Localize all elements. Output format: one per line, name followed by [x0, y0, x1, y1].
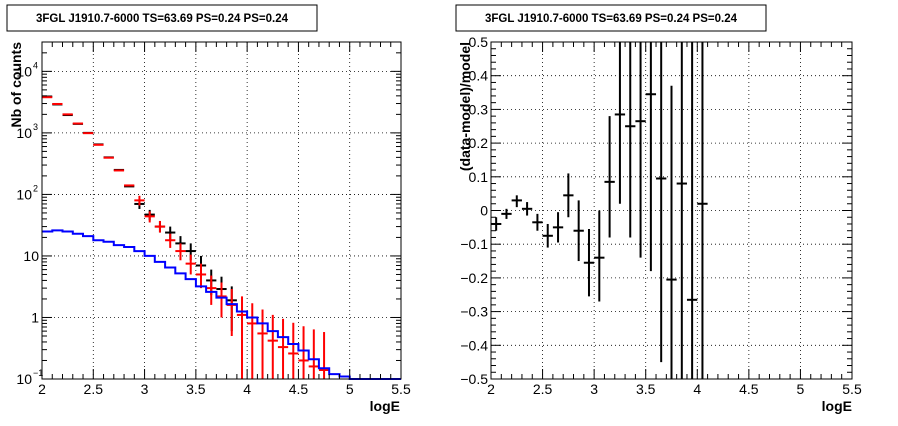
residuals-x-tick-label: 4.5: [739, 381, 759, 397]
counts-x-tick-label: 5: [346, 381, 354, 397]
counts-grid: [42, 42, 401, 379]
residuals-x-tick-label: 3: [590, 381, 598, 397]
residuals-residuals-point: [686, 42, 698, 379]
counts-y-tick-label: 10: [16, 186, 32, 202]
counts-y-tick-label: 10: [16, 125, 32, 141]
counts-x-tick-label: 2.5: [84, 381, 104, 397]
residuals-residuals-point: [676, 42, 687, 379]
counts-model-point: [165, 233, 176, 248]
counts-y-axis-label: Nb of counts: [8, 42, 24, 128]
residuals-x-tick-label: 2.5: [533, 381, 553, 397]
counts-series: [42, 95, 401, 380]
residuals-residuals-point: [573, 200, 584, 262]
residuals-series: [491, 42, 708, 379]
counts-x-tick-label: 2: [38, 381, 46, 397]
residuals-residuals-point: [604, 116, 615, 238]
counts-model-point: [144, 211, 155, 223]
residuals-title-box: [455, 4, 767, 32]
counts-model-point: [206, 275, 217, 305]
residuals-y-tick-label: 0.3: [469, 101, 489, 117]
counts-x-tick-label: 3: [141, 381, 149, 397]
counts-y-tick-label: 1: [31, 309, 39, 325]
counts-y-tick-exponent: 4: [33, 60, 38, 70]
residuals-residuals-point: [583, 229, 595, 297]
residuals-y-tick-label: 0.1: [469, 169, 489, 185]
counts-title: 3FGL J1910.7-6000 TS=63.69 PS=0.24 PS=0.…: [36, 13, 289, 25]
counts-source-step-line: [42, 229, 401, 380]
residuals-residuals-point: [635, 42, 646, 258]
residuals-y-tick-label: −0.5: [460, 371, 488, 387]
residuals-residuals-point: [697, 42, 708, 379]
counts-model-point: [318, 332, 330, 379]
residuals-residuals-point: [645, 42, 657, 272]
counts-model-point: [247, 303, 258, 379]
residuals-x-tick-label: 3.5: [636, 381, 656, 397]
residuals-residuals-point: [594, 210, 605, 302]
residuals-y-tick-label: 0.2: [469, 135, 489, 151]
residuals-residuals-point: [666, 85, 677, 379]
residuals-y-tick-label: −0.2: [460, 270, 488, 286]
residuals-residuals-point: [542, 223, 553, 248]
residuals-title: 3FGL J1910.7-6000 TS=63.69 PS=0.24 PS=0.…: [485, 13, 738, 25]
counts-x-axis-label: logE: [370, 398, 400, 414]
counts-x-tick-label: 3.5: [186, 381, 206, 397]
residuals-y-tick-label: 0.5: [469, 34, 489, 50]
counts-x-tick-label: 4: [243, 381, 251, 397]
residuals-residuals-point: [656, 42, 667, 363]
residuals-residuals-point: [521, 202, 533, 216]
counts-model-point: [236, 296, 248, 379]
residuals-y-tick-label: 0.4: [469, 68, 489, 84]
counts-plot-frame: [41, 41, 402, 380]
residuals-residuals-point: [614, 42, 626, 204]
counts-y-tick-label: 10: [23, 248, 39, 264]
residuals-residuals-point: [501, 208, 512, 219]
residuals-x-tick-label: 4: [693, 381, 701, 397]
counts-y-tick-exponent: −1: [33, 368, 43, 378]
counts-model-point: [216, 282, 227, 318]
counts-y-tick-exponent: 2: [33, 183, 38, 193]
counts-model-point: [195, 263, 207, 289]
counts-model-point: [288, 322, 299, 379]
counts-x-tick-label: 4.5: [289, 381, 309, 397]
counts-y-tick-label: 10: [16, 371, 32, 387]
counts-y-tick-label: 10: [16, 63, 32, 79]
residuals-residuals-point: [511, 195, 522, 208]
counts-model-point: [257, 309, 268, 379]
residuals-residuals-point: [552, 212, 564, 243]
counts-model-point: [175, 243, 186, 261]
residuals-residuals-point: [532, 213, 543, 231]
residuals-panel: 3FGL J1910.7-6000 TS=63.69 PS=0.24 PS=0.…: [455, 4, 862, 414]
residuals-y-axis-label: (data-model)/model: [457, 42, 473, 171]
counts-title-box: [6, 4, 318, 32]
counts-model-point: [134, 195, 145, 206]
counts-y-tick-exponent: 3: [33, 122, 38, 132]
counts-model-point: [298, 326, 309, 379]
residuals-axes: 2 2.5 3 3.5 4 4.5 5 5.5 −0.5 −0.4 −0.3 −0.2 −0.1 0 0.1…: [460, 34, 862, 397]
residuals-residuals-point: [563, 173, 574, 218]
counts-model-point: [277, 318, 289, 379]
counts-model-point: [185, 254, 196, 275]
residuals-residuals-point: [625, 42, 636, 238]
counts-model-point: [226, 289, 237, 336]
counts-model-point: [154, 220, 166, 233]
residuals-x-axis-label: logE: [822, 398, 852, 414]
residuals-y-tick-label: −0.1: [460, 236, 488, 252]
residuals-x-tick-label: 5: [797, 381, 805, 397]
residuals-x-tick-label: 5.5: [842, 381, 862, 397]
counts-model-point: [308, 329, 319, 379]
counts-model-point: [267, 314, 278, 379]
counts-x-tick-label: 5.5: [391, 381, 411, 397]
counts-panel: 3FGL J1910.7-6000 TS=63.69 PS=0.24 PS=0.…: [6, 4, 411, 414]
residuals-y-tick-label: −0.4: [460, 337, 488, 353]
residuals-y-tick-label: 0: [480, 203, 488, 219]
residuals-x-tick-label: 2: [487, 381, 495, 397]
residuals-y-tick-label: −0.3: [460, 304, 488, 320]
